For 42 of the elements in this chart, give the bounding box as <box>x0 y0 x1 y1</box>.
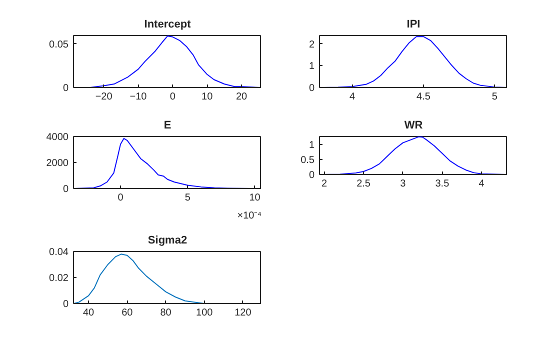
x-tick-label: 10 <box>249 192 261 204</box>
x-tick-label: 4 <box>478 178 485 190</box>
x-tick-label: −10 <box>130 92 148 102</box>
x-tick-label: 2.5 <box>356 178 371 190</box>
x-tick-label: 4.5 <box>416 92 431 102</box>
x-tick-label: 3 <box>400 178 406 190</box>
x-tick-label: 3.5 <box>435 178 450 190</box>
y-tick-label: 2 <box>308 39 315 50</box>
x-tick-label: 120 <box>234 308 252 318</box>
y-tick-label: 0 <box>308 170 315 181</box>
x-tick-label: 0 <box>118 192 124 204</box>
text: ×10⁻⁴ <box>237 210 262 222</box>
y-tick-label: 0.05 <box>49 39 69 50</box>
y-tick-label: 0 <box>62 299 69 310</box>
line-series <box>320 136 507 174</box>
x-tick-label: 40 <box>82 308 95 318</box>
chart-title: E <box>164 120 172 132</box>
y-tick-label: 4000 <box>46 132 69 143</box>
chart-title: Sigma2 <box>148 234 188 246</box>
y-tick-label: 0.04 <box>49 247 69 258</box>
x-tick-label: −20 <box>95 92 113 102</box>
chart-title: WR <box>404 120 423 132</box>
line-series <box>320 36 507 88</box>
x-tick-label: 10 <box>202 92 214 102</box>
y-tick-label: 0 <box>62 83 69 94</box>
y-tick-label: 0.5 <box>300 154 315 166</box>
x-tick-label: 100 <box>196 308 214 318</box>
y-tick-label: 2000 <box>46 158 69 169</box>
chart-title: Intercept <box>144 18 192 30</box>
x-tick-label: 5 <box>492 92 498 102</box>
x-tick-label: 5 <box>184 192 191 204</box>
y-tick-label: 1 <box>308 140 315 151</box>
x-tick-label: 2 <box>321 178 328 190</box>
y-tick-label: 0 <box>308 83 315 94</box>
x-tick-label: 80 <box>160 308 172 318</box>
x-tick-label: 60 <box>122 308 134 318</box>
x-tick-label: 4 <box>349 92 356 102</box>
x-tick-label: 0 <box>170 92 176 102</box>
y-tick-label: 0.02 <box>49 273 69 284</box>
chart-title: IPI <box>406 18 420 30</box>
x-tick-label: 20 <box>236 92 248 102</box>
y-tick-label: 1 <box>308 61 315 72</box>
